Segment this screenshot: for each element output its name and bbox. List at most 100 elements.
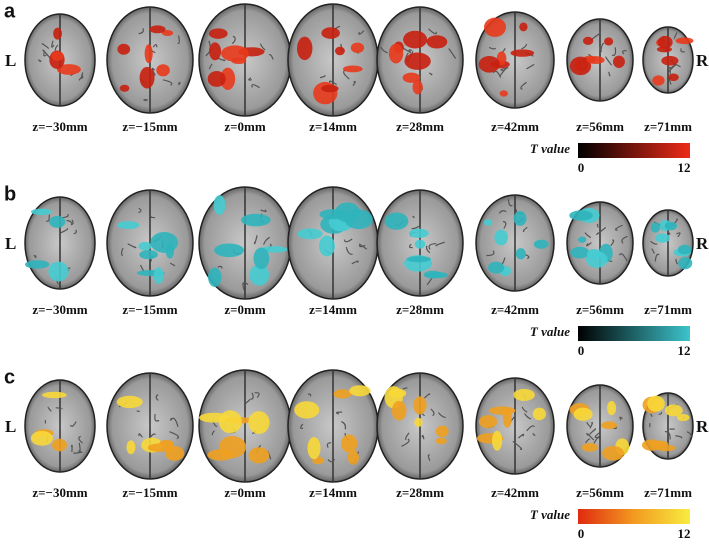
gyrus — [352, 80, 356, 86]
gyrus — [584, 232, 592, 239]
gyrus — [676, 232, 681, 238]
right-label: R — [696, 51, 709, 70]
activation-blob — [307, 437, 321, 460]
gyrus — [178, 81, 181, 86]
slice-label: z=14mm — [309, 119, 357, 134]
activation-blob — [384, 212, 409, 230]
gyrus — [664, 431, 671, 440]
activation-blob — [478, 55, 500, 73]
gyrus — [170, 417, 179, 427]
gyrus — [151, 67, 156, 76]
gyrus — [596, 227, 607, 235]
gyrus — [380, 46, 388, 54]
activation-blob — [48, 261, 69, 282]
activation-blob — [213, 195, 226, 215]
gyrus — [401, 438, 410, 447]
activation-blob — [347, 450, 359, 465]
activation-blob — [647, 395, 665, 412]
activation-blob — [513, 388, 535, 401]
gyrus — [307, 393, 312, 397]
gyrus — [345, 247, 353, 255]
panel-label: c — [4, 366, 15, 388]
gyrus — [589, 422, 594, 429]
activation-blob — [51, 438, 68, 452]
gyrus — [611, 47, 617, 57]
gyrus — [155, 394, 159, 401]
left-label: L — [5, 51, 16, 70]
gyrus — [512, 440, 523, 451]
activation-blob — [260, 246, 288, 253]
slice-label: z=56mm — [576, 119, 624, 134]
activation-blob — [208, 267, 222, 287]
colorbar-title: T value — [530, 324, 570, 339]
gyrus — [127, 243, 137, 249]
slice-label: z=−30mm — [32, 302, 87, 317]
activation-blob — [488, 406, 516, 415]
activation-blob — [569, 210, 593, 221]
gyrus — [73, 229, 77, 235]
gyrus — [621, 235, 628, 244]
gyrus — [610, 239, 615, 247]
gyrus — [585, 438, 591, 444]
gyrus — [586, 242, 592, 247]
activation-blob — [676, 413, 690, 422]
activation-blob — [248, 447, 270, 464]
activation-blob — [126, 440, 136, 455]
gyrus — [427, 454, 431, 461]
gyrus — [437, 412, 446, 419]
activation-blob — [42, 391, 67, 399]
activation-blob — [139, 249, 158, 260]
gyrus — [38, 59, 42, 63]
colorbar-max: 12 — [678, 343, 691, 358]
activation-blob — [296, 36, 313, 61]
activation-blob — [515, 248, 526, 260]
gyrus — [242, 282, 249, 286]
activation-blob — [478, 415, 498, 429]
activation-blob — [435, 437, 447, 445]
activation-blob — [494, 229, 508, 246]
gyrus — [649, 413, 653, 417]
slice-label: z=28mm — [396, 302, 444, 317]
gyrus — [169, 262, 176, 267]
activation-blob — [139, 66, 155, 89]
colorbar-title: T value — [530, 507, 570, 522]
gyrus — [343, 238, 353, 243]
gyrus — [262, 236, 270, 245]
gyrus — [408, 243, 413, 249]
slice-label: z=56mm — [576, 485, 624, 500]
activation-blob — [156, 64, 170, 77]
activation-blob — [214, 243, 244, 258]
gyrus — [651, 248, 655, 254]
gyrus — [351, 260, 359, 265]
gyrus — [54, 44, 59, 51]
activation-blob — [668, 73, 679, 82]
colorbar-min: 0 — [578, 343, 585, 358]
activation-blob — [664, 404, 683, 417]
activation-blob — [218, 410, 242, 434]
activation-blob — [144, 44, 153, 64]
gyrus — [586, 422, 591, 428]
gyrus — [522, 226, 528, 233]
gyrus — [599, 46, 603, 53]
activation-blob — [24, 260, 50, 269]
gyrus — [300, 423, 304, 429]
activation-blob — [240, 213, 271, 227]
activation-blob — [318, 235, 335, 257]
gyrus — [260, 209, 267, 213]
activation-blob — [513, 211, 527, 226]
activation-blob — [533, 239, 549, 249]
colorbar-min: 0 — [578, 160, 585, 175]
activation-blob — [519, 22, 528, 32]
slice-label: z=71mm — [644, 302, 692, 317]
activation-blob — [492, 430, 503, 451]
activation-blob — [294, 401, 320, 419]
activation-blob — [408, 228, 429, 238]
gyrus — [423, 393, 431, 399]
gyrus — [411, 225, 420, 230]
slice-label: z=0mm — [224, 119, 266, 134]
gyrus — [402, 387, 408, 390]
slice-label: z=28mm — [396, 119, 444, 134]
activation-blob — [53, 27, 62, 40]
gyrus — [650, 240, 658, 245]
